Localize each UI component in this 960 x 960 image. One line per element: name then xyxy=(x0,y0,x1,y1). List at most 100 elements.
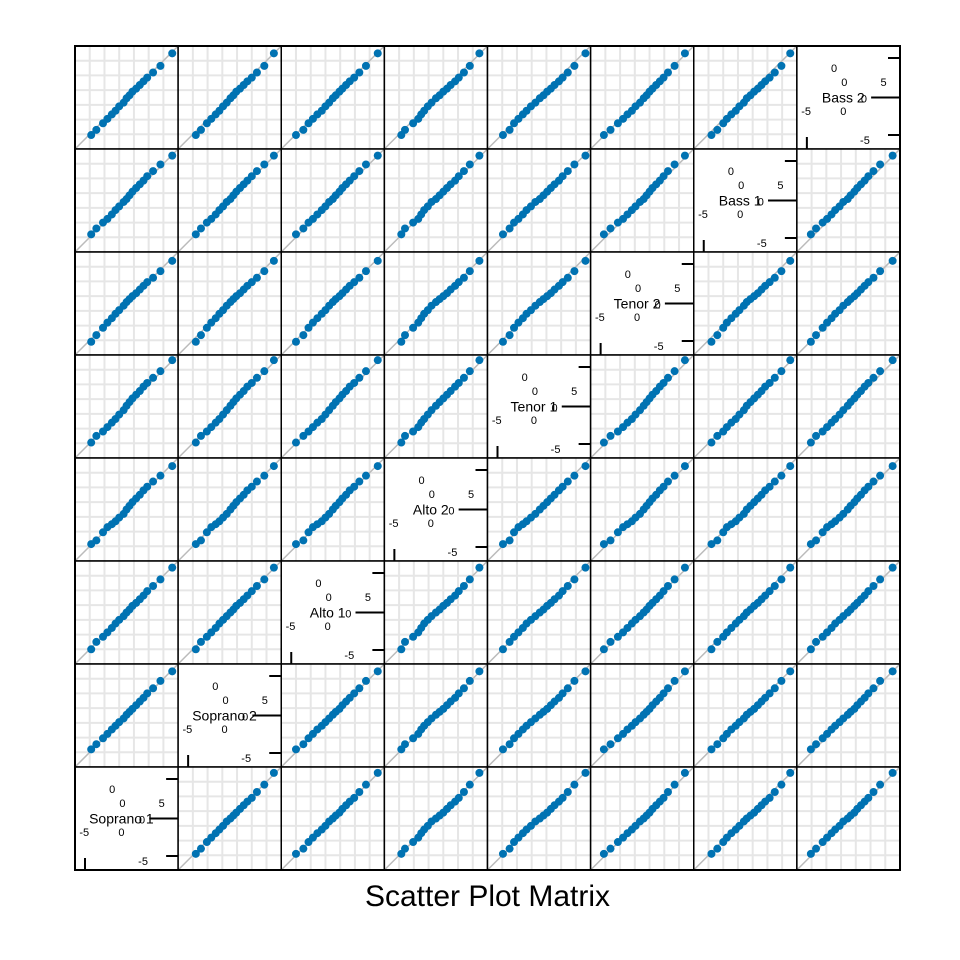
data-point xyxy=(92,224,101,233)
data-point xyxy=(876,471,885,480)
data-point xyxy=(459,373,468,382)
data-point xyxy=(247,172,256,181)
diagonal-tick-label: 0 xyxy=(345,609,351,621)
data-point xyxy=(869,684,878,693)
data-point xyxy=(143,278,152,287)
data-point xyxy=(505,331,514,340)
diagonal-tick-label: 0 xyxy=(840,106,846,118)
data-point xyxy=(563,477,572,486)
data-point xyxy=(252,582,261,591)
data-point xyxy=(361,780,370,789)
data-point xyxy=(465,61,474,70)
data-point xyxy=(864,378,873,387)
data-point xyxy=(260,61,269,70)
data-point xyxy=(143,587,152,596)
data-point xyxy=(707,745,716,754)
data-point xyxy=(361,267,370,276)
data-point xyxy=(191,337,200,346)
data-point xyxy=(498,745,507,754)
data-point xyxy=(291,745,300,754)
data-point xyxy=(812,637,821,646)
data-point xyxy=(498,645,507,654)
data-point xyxy=(149,373,158,382)
data-point xyxy=(869,273,878,282)
data-point xyxy=(613,528,622,537)
data-point xyxy=(876,575,885,584)
data-point xyxy=(168,256,177,265)
data-point xyxy=(361,367,370,376)
data-point xyxy=(707,131,716,140)
diagonal-tick-label: 0 xyxy=(119,798,125,810)
data-point xyxy=(599,438,608,447)
data-point xyxy=(156,676,165,685)
data-point xyxy=(87,230,96,239)
data-point xyxy=(670,575,679,584)
data-point xyxy=(770,373,779,382)
data-point xyxy=(713,431,722,440)
data-point xyxy=(606,637,615,646)
data-point xyxy=(581,667,590,676)
data-point xyxy=(786,256,795,265)
diagonal-tick-label: 0 xyxy=(758,197,764,209)
data-point xyxy=(355,273,364,282)
data-point xyxy=(606,740,615,749)
data-point xyxy=(87,438,96,447)
data-point xyxy=(397,337,406,346)
data-point xyxy=(812,224,821,233)
data-point xyxy=(713,125,722,134)
data-point xyxy=(558,482,567,491)
data-point xyxy=(92,431,101,440)
data-point xyxy=(563,788,572,797)
data-point xyxy=(350,482,359,491)
data-point xyxy=(888,462,897,471)
data-point xyxy=(143,73,152,82)
data-point xyxy=(475,667,484,676)
diagonal-variable-label: Soprano 1 xyxy=(89,811,154,827)
data-point xyxy=(869,788,878,797)
data-point xyxy=(713,331,722,340)
data-point xyxy=(765,378,774,387)
data-point xyxy=(87,131,96,140)
data-point xyxy=(247,587,256,596)
data-point xyxy=(401,125,409,134)
data-point xyxy=(864,793,873,802)
data-point xyxy=(765,73,774,82)
data-point xyxy=(260,575,269,584)
data-point xyxy=(777,575,786,584)
data-point xyxy=(252,68,261,77)
data-point xyxy=(168,49,177,58)
data-point xyxy=(350,793,359,802)
data-point xyxy=(143,378,152,387)
data-point xyxy=(876,267,885,276)
data-point xyxy=(269,151,278,160)
data-point xyxy=(149,68,158,77)
data-point xyxy=(361,676,370,685)
data-point xyxy=(291,849,300,858)
diagonal-tick-label: 0 xyxy=(418,475,424,487)
data-point xyxy=(777,367,786,376)
data-point xyxy=(143,482,152,491)
diagonal-tick-label: 5 xyxy=(880,77,886,89)
data-point xyxy=(397,645,406,654)
data-point xyxy=(558,73,567,82)
data-point xyxy=(888,256,897,265)
data-point xyxy=(361,471,370,480)
data-point xyxy=(888,563,897,572)
data-point xyxy=(770,788,779,797)
data-point xyxy=(269,563,278,572)
data-point xyxy=(786,768,795,777)
data-point xyxy=(806,230,815,239)
data-point xyxy=(269,256,278,265)
data-point xyxy=(92,536,101,545)
data-point xyxy=(156,367,165,376)
data-point xyxy=(707,540,716,549)
data-point xyxy=(269,49,278,58)
diagonal-tick-label: 0 xyxy=(634,312,640,324)
data-point xyxy=(869,373,878,382)
data-point xyxy=(713,536,722,545)
data-point xyxy=(247,482,256,491)
data-point xyxy=(373,49,382,58)
data-point xyxy=(869,477,878,486)
data-point xyxy=(260,780,269,789)
